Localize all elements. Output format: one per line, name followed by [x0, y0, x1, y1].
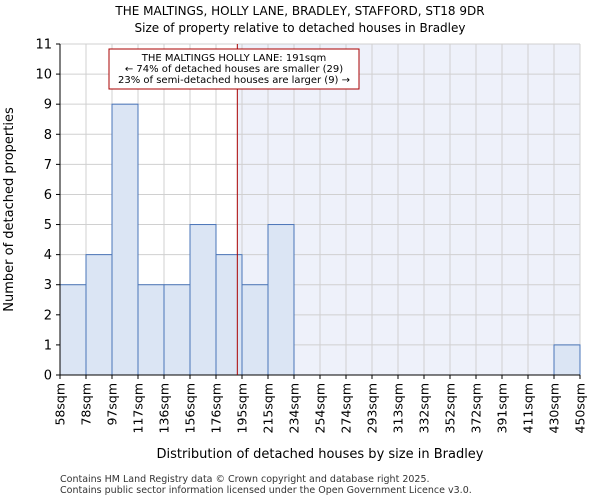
y-tick-label: 4: [44, 248, 52, 263]
x-tick-label: 411sqm: [521, 383, 536, 433]
y-tick-label: 11: [35, 38, 52, 53]
bar: [189, 224, 217, 376]
bar: [241, 284, 269, 376]
x-tick-label: 195sqm: [235, 383, 250, 433]
x-tick-label: 352sqm: [443, 383, 458, 433]
x-tick-label: 450sqm: [573, 383, 588, 433]
bar: [85, 254, 113, 376]
y-tick-label: 10: [35, 68, 52, 83]
chart-title: THE MALTINGS, HOLLY LANE, BRADLEY, STAFF…: [115, 4, 485, 18]
y-tick-label: 0: [44, 369, 52, 384]
y-tick-label: 8: [44, 128, 52, 143]
annotation-line-2: ← 74% of detached houses are smaller (29…: [125, 64, 343, 75]
y-tick-label: 5: [44, 218, 52, 233]
annotation-line-1: THE MALTINGS HOLLY LANE: 191sqm: [141, 53, 326, 64]
x-tick-label: 332sqm: [417, 383, 432, 433]
x-tick-label: 293sqm: [365, 383, 380, 433]
y-tick-label: 6: [44, 188, 52, 203]
bar: [163, 284, 191, 376]
x-tick-label: 391sqm: [495, 383, 510, 433]
x-tick-label: 176sqm: [209, 383, 224, 433]
x-tick-label: 136sqm: [157, 383, 172, 433]
x-tick-label: 372sqm: [469, 383, 484, 433]
x-tick-label: 97sqm: [105, 383, 120, 426]
y-tick-label: 3: [44, 278, 52, 293]
x-tick-label: 78sqm: [79, 383, 94, 426]
footer-line-1: Contains HM Land Registry data © Crown c…: [60, 474, 430, 485]
footer-line-2: Contains public sector information licen…: [60, 485, 472, 496]
y-tick-label: 9: [44, 98, 52, 113]
x-tick-label: 274sqm: [339, 383, 354, 433]
y-tick-label: 7: [44, 158, 52, 173]
y-axis-label: Number of detached properties: [2, 107, 17, 312]
bar: [553, 344, 581, 376]
bar: [267, 224, 295, 376]
y-tick-label: 2: [44, 308, 52, 323]
x-tick-label: 254sqm: [313, 383, 328, 433]
bar: [111, 103, 139, 376]
y-tick-label: 1: [44, 338, 52, 353]
x-tick-label: 156sqm: [183, 383, 198, 433]
x-axis-label: Distribution of detached houses by size …: [156, 447, 483, 462]
bar: [215, 254, 243, 376]
x-tick-label: 430sqm: [547, 383, 562, 433]
x-tick-label: 215sqm: [261, 383, 276, 433]
bar: [137, 284, 165, 376]
x-tick-label: 313sqm: [391, 383, 406, 433]
annotation-box: [108, 48, 360, 90]
annotation-line-3: 23% of semi-detached houses are larger (…: [118, 75, 350, 86]
x-tick-label: 58sqm: [53, 383, 68, 426]
x-tick-label: 234sqm: [287, 383, 302, 433]
bar: [59, 284, 87, 376]
chart-subtitle: Size of property relative to detached ho…: [134, 21, 466, 35]
x-tick-label: 117sqm: [131, 383, 146, 433]
